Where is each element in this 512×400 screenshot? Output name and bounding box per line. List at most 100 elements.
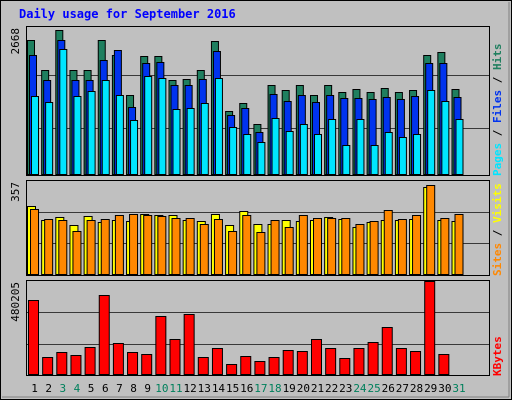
x-tick-label: 23: [339, 382, 352, 395]
x-tick-label: 26: [382, 382, 395, 395]
bar-pages: [285, 131, 294, 175]
bar-pages: [243, 134, 252, 175]
bar-sites: [58, 220, 68, 275]
x-tick-label: 9: [144, 382, 151, 395]
bar-pages: [455, 119, 464, 175]
x-tick-label: 1: [31, 382, 38, 395]
bar-kbytes: [42, 357, 54, 375]
x-tick-label: 25: [367, 382, 380, 395]
bar-sites: [86, 220, 96, 275]
bar-sites: [242, 215, 252, 275]
panel-frame-hits: [26, 26, 490, 176]
bar-sites: [256, 232, 266, 275]
bar-sites: [100, 219, 110, 275]
bar-pages: [115, 95, 124, 175]
bar-pages: [299, 124, 308, 175]
bar-sites: [284, 227, 294, 275]
bar-pages: [59, 49, 68, 175]
bar-pages: [144, 76, 153, 175]
legend-visits-sites: Sites / Visits: [491, 183, 504, 276]
bar-kbytes: [424, 281, 436, 375]
bar-kbytes: [254, 361, 266, 375]
bar-sites: [412, 215, 422, 275]
bar-sites: [143, 215, 153, 275]
bar-kbytes: [112, 343, 124, 375]
bar-pages: [370, 145, 379, 175]
ymax-label-hits: 2668: [9, 28, 22, 55]
panel-frame-kbytes: [26, 280, 490, 376]
bar-kbytes: [226, 364, 238, 375]
bar-sites: [341, 218, 351, 275]
bar-pages: [427, 90, 436, 175]
bar-pages: [413, 134, 422, 175]
x-tick-label: 22: [325, 382, 338, 395]
x-tick-label: 16: [240, 382, 253, 395]
bar-pages: [257, 142, 266, 175]
x-tick-label: 10: [155, 382, 168, 395]
bar-pages: [200, 103, 209, 175]
x-tick-label: 14: [212, 382, 226, 395]
legend-entry: Visits: [491, 183, 504, 223]
x-tick-label: 7: [116, 382, 123, 395]
bar-pages: [101, 80, 110, 175]
bar-pages: [158, 78, 167, 175]
bar-kbytes: [296, 351, 308, 375]
bar-sites: [129, 214, 139, 275]
bar-kbytes: [84, 347, 96, 375]
x-tick-label: 31: [452, 382, 465, 395]
x-tick-label: 24: [353, 382, 367, 395]
bar-sites: [355, 224, 365, 275]
x-tick-label: 11: [169, 382, 182, 395]
bar-sites: [313, 218, 322, 275]
bar-sites: [454, 214, 464, 275]
bar-kbytes: [28, 300, 39, 375]
legend-entry: KBytes: [491, 336, 504, 376]
bar-pages: [384, 132, 393, 175]
x-tick-label: 18: [268, 382, 281, 395]
bar-kbytes: [56, 352, 68, 375]
x-tick-label: 8: [130, 382, 137, 395]
bar-kbytes: [211, 348, 223, 375]
bar-sites: [72, 231, 82, 275]
x-tick-labels: 1 2 3 4 5 6 7 8 9 10 11 12 13 14 15 16 17 18 19 20 21 22 23 24 2…: [31, 382, 465, 395]
x-tick-label: 2: [45, 382, 52, 395]
bar-kbytes: [339, 358, 351, 375]
bar-sites: [440, 218, 450, 275]
bar-kbytes: [311, 339, 322, 375]
bar-sites: [298, 215, 308, 275]
bar-kbytes: [197, 357, 209, 375]
bar-pages: [356, 119, 365, 175]
bar-pages: [314, 134, 322, 175]
legend-separator: /: [491, 123, 504, 143]
bar-kbytes: [438, 354, 450, 375]
bar-pages: [130, 120, 139, 175]
bar-pages: [441, 101, 450, 175]
bar-kbytes: [183, 314, 195, 375]
bar-kbytes: [268, 357, 280, 375]
bar-pages: [73, 96, 82, 175]
ymax-label-visits: 357: [9, 182, 22, 202]
bar-sites: [185, 218, 195, 275]
bar-kbytes: [410, 351, 422, 375]
bar-sites: [199, 224, 209, 275]
bar-pages: [229, 127, 238, 175]
bar-kbytes: [240, 356, 252, 375]
bar-sites: [327, 218, 337, 275]
bars: [27, 30, 464, 375]
bar-sites: [44, 219, 54, 275]
bar-sites: [397, 219, 407, 275]
legend-entry: Files: [491, 90, 504, 123]
chart-title: Daily usage for September 2016: [19, 7, 236, 21]
bar-pages: [271, 118, 280, 175]
x-tick-label: 29: [424, 382, 437, 395]
bar-sites: [426, 185, 436, 275]
bar-sites: [270, 220, 280, 275]
x-tick-label: 20: [297, 382, 310, 395]
legend-entry: Pages: [491, 143, 504, 176]
legend-entry: Sites: [491, 243, 504, 276]
bar-sites: [213, 219, 223, 275]
bar-kbytes: [70, 355, 82, 375]
x-tick-label: 27: [396, 382, 409, 395]
bar-sites: [157, 216, 167, 275]
